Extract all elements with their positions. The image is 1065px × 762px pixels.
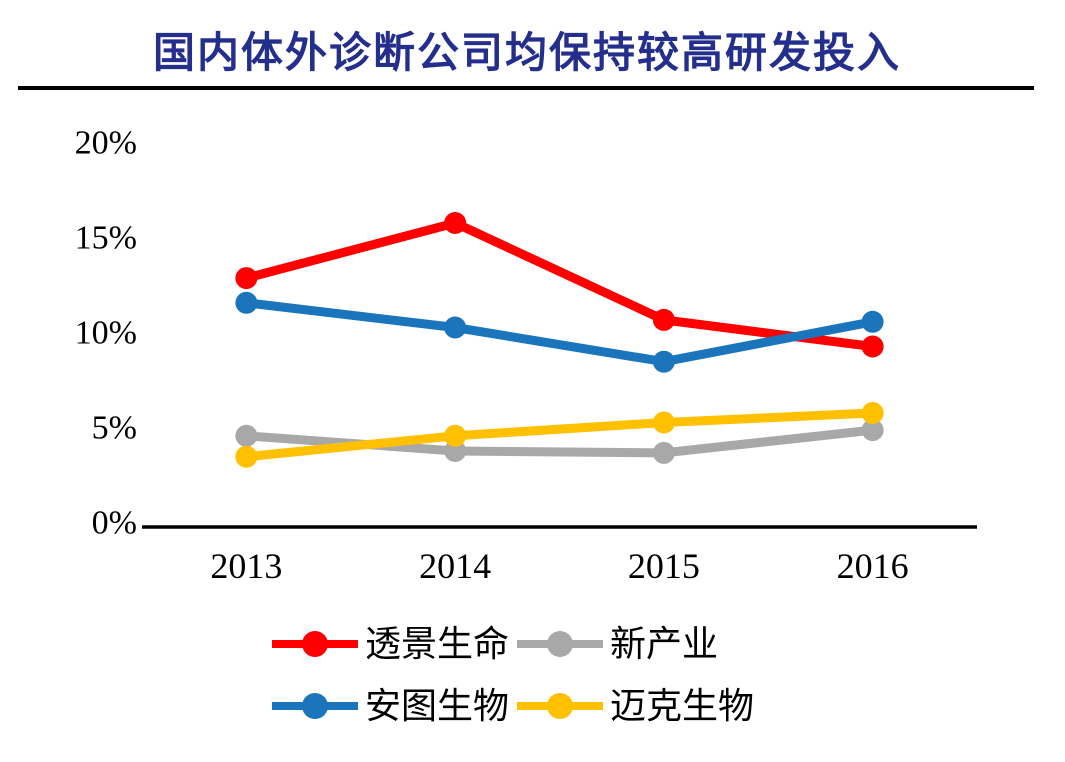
series-point-3-2015 — [652, 411, 675, 434]
series-line-0 — [241, 218, 878, 351]
legend-label: 新产业 — [610, 624, 719, 664]
y-tick-label-3: 5% — [92, 410, 137, 447]
legend-item: 透景生命 — [272, 626, 517, 662]
series-point-2-2015 — [652, 350, 675, 373]
legend-row-1: 安图生物 迈克生物 — [272, 688, 762, 724]
legend-dot — [547, 631, 574, 657]
legend-dot — [302, 693, 328, 719]
series-point-3-2013 — [235, 445, 258, 468]
y-tick-label-1: 15% — [75, 220, 137, 257]
series-point-0-2015 — [652, 308, 675, 331]
legend-item: 新产业 — [517, 626, 726, 662]
y-tick-label-2: 10% — [75, 315, 137, 352]
series-line-3 — [241, 408, 878, 462]
title-underline — [18, 86, 1034, 90]
series-point-2-2013 — [235, 291, 258, 314]
legend-line-marker-icon — [272, 629, 358, 659]
series-point-1-2013 — [235, 424, 258, 447]
legend-label: 透景生命 — [365, 624, 510, 664]
x-tick-label-0: 2013 — [210, 546, 282, 586]
y-tick-label-4: 0% — [92, 505, 137, 542]
series-point-2-2014 — [444, 316, 467, 339]
y-tick-label-0: 20% — [75, 125, 137, 162]
legend-line-marker-icon — [517, 691, 604, 721]
chart-title: 国内体外诊断公司均保持较高研发投入 — [153, 31, 902, 77]
legend: 透景生命 新产业安图生物 迈克生物 — [272, 626, 762, 724]
legend-item: 安图生物 — [272, 688, 517, 724]
series-line-2 — [241, 298, 878, 367]
series-point-2-2016 — [861, 310, 884, 333]
legend-row-0: 透景生命 新产业 — [272, 626, 762, 662]
series-point-1-2014 — [444, 440, 467, 462]
x-tick-label-2: 2015 — [628, 546, 700, 586]
series-point-3-2016 — [861, 402, 884, 424]
series-point-0-2014 — [444, 212, 467, 234]
legend-line-marker-icon — [272, 691, 358, 721]
legend-dot — [547, 693, 574, 719]
series-point-0-2013 — [235, 267, 258, 290]
series-point-0-2016 — [861, 335, 884, 358]
x-tick-label-3: 2016 — [837, 546, 909, 586]
series-point-1-2016 — [861, 419, 884, 442]
legend-label: 迈克生物 — [610, 686, 755, 726]
legend-dot — [302, 631, 328, 657]
x-tick-label-1: 2014 — [419, 546, 491, 586]
series-point-1-2015 — [652, 441, 675, 464]
legend-line-marker-icon — [517, 629, 604, 659]
series-point-3-2014 — [444, 424, 467, 447]
legend-label: 安图生物 — [365, 686, 510, 726]
legend-item: 迈克生物 — [517, 688, 762, 724]
